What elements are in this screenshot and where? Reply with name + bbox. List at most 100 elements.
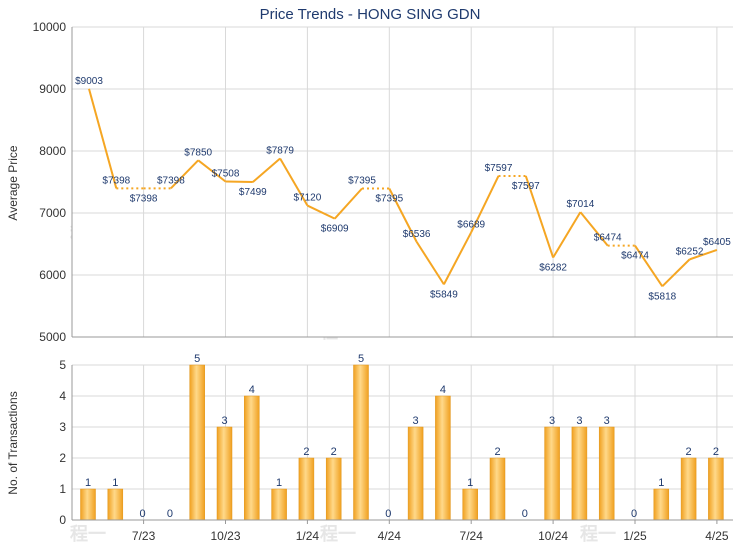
transactions-bar-label: 5 <box>358 353 364 365</box>
transactions-bar-label: 0 <box>385 508 391 520</box>
watermark-text: 程一 <box>580 524 616 545</box>
price-data-label: $6252 <box>676 246 704 257</box>
price-y-tick-label: 9000 <box>39 82 66 96</box>
price-data-label: $7398 <box>157 175 185 186</box>
transactions-bar <box>244 395 260 521</box>
transactions-bar <box>708 457 724 521</box>
price-data-label: $7120 <box>293 193 321 204</box>
price-data-label: $7499 <box>239 187 267 198</box>
transactions-bar-label: 3 <box>604 415 610 427</box>
transactions-bar <box>680 457 697 521</box>
x-tick-label: 4/25 <box>705 529 729 543</box>
price-data-label: $7879 <box>266 146 294 157</box>
price-line-segment <box>333 187 363 220</box>
transactions-bar <box>325 457 342 521</box>
transactions-bar <box>80 488 96 521</box>
transactions-bar <box>571 426 588 521</box>
price-y-tick-label: 8000 <box>39 144 66 158</box>
price-data-label: $7398 <box>130 193 158 204</box>
price-line-segment <box>170 159 199 190</box>
price-y-tick-label: 10000 <box>33 20 67 34</box>
price-data-label: $7014 <box>566 199 594 210</box>
x-tick-label: 1/24 <box>296 529 320 543</box>
transactions-y-tick-label: 5 <box>59 358 66 372</box>
price-y-tick-label: 6000 <box>39 268 66 282</box>
transactions-bar <box>598 426 615 521</box>
x-tick-label: 7/24 <box>460 529 484 543</box>
transactions-bar-label: 3 <box>413 415 419 427</box>
price-data-label: $5849 <box>430 289 458 300</box>
transactions-y-tick-label: 4 <box>59 389 66 403</box>
transactions-bar-label: 2 <box>686 446 692 458</box>
price-line-segment <box>579 211 609 247</box>
price-line-segment <box>470 175 500 233</box>
y-axis-title-price: Average Price <box>6 145 20 220</box>
price-data-label: $6474 <box>621 251 649 262</box>
transactions-y-tick-label: 3 <box>59 420 66 434</box>
transactions-bar-label: 1 <box>658 477 664 489</box>
transactions-bar <box>489 457 506 521</box>
price-line-segment <box>524 175 555 258</box>
price-line-segment <box>252 157 281 183</box>
price-data-label: $7395 <box>375 194 403 205</box>
transactions-bar-label: 2 <box>713 446 719 458</box>
x-tick-label: 10/23 <box>210 529 240 543</box>
price-line-segment <box>88 88 118 189</box>
price-panel: 1000090008000700060005000$9003$7398$7398… <box>33 20 733 344</box>
transactions-bar-label: 2 <box>331 446 337 458</box>
transactions-bar-label: 0 <box>140 508 146 520</box>
price-line-segment <box>279 158 309 207</box>
x-tick-label: 10/24 <box>538 529 568 543</box>
transactions-bar <box>189 364 205 521</box>
transactions-bar-label: 1 <box>85 477 91 489</box>
transactions-bar <box>653 488 670 521</box>
price-data-label: $7398 <box>102 175 130 186</box>
transactions-bar-label: 4 <box>249 384 255 396</box>
transactions-bar <box>353 364 369 521</box>
price-data-label: $7508 <box>212 169 240 180</box>
price-line-segment <box>552 211 582 259</box>
price-data-label: $7850 <box>184 147 212 158</box>
transactions-y-tick-label: 2 <box>59 451 66 465</box>
price-plot-area <box>72 27 733 337</box>
transactions-bar-label: 0 <box>167 508 173 520</box>
transactions-bar-label: 1 <box>276 477 282 489</box>
watermark-text: 程一 <box>70 524 106 545</box>
transactions-bar <box>462 488 478 521</box>
transactions-bar-label: 2 <box>494 446 500 458</box>
transactions-bar-label: 1 <box>467 477 473 489</box>
x-tick-label: 7/23 <box>132 529 156 543</box>
transactions-bar-label: 0 <box>522 508 528 520</box>
transactions-bar-label: 3 <box>576 415 582 427</box>
price-line-segment <box>661 258 691 287</box>
price-data-label: $6536 <box>403 229 431 240</box>
price-data-label: $6405 <box>703 237 731 248</box>
price-line-segment <box>415 241 445 285</box>
price-line-segment <box>689 248 718 261</box>
price-line-segment <box>225 180 253 184</box>
price-line-segment <box>388 188 418 243</box>
transactions-bar <box>271 488 287 521</box>
transactions-bar <box>407 426 424 521</box>
transactions-bar <box>544 426 560 521</box>
x-tick-label: 4/24 <box>378 529 402 543</box>
transactions-bar-label: 3 <box>221 415 227 427</box>
price-data-label: $5818 <box>648 291 676 302</box>
transactions-bar-label: 0 <box>631 508 637 520</box>
transactions-bar <box>107 488 124 521</box>
y-axis-title-transactions: No. of Transactions <box>6 391 20 494</box>
price-data-label: $6689 <box>457 219 485 230</box>
transactions-plot-area <box>72 365 733 520</box>
price-data-label: $7395 <box>348 176 376 187</box>
transactions-bar-label: 3 <box>549 415 555 427</box>
transactions-y-tick-label: 0 <box>59 513 66 527</box>
price-line-segment <box>306 204 336 220</box>
price-data-label: $7597 <box>485 163 513 174</box>
price-data-label: $9003 <box>75 76 103 87</box>
price-data-label: $6282 <box>539 263 567 274</box>
transactions-bar <box>435 395 451 521</box>
price-line-segment <box>443 231 473 285</box>
transactions-bar <box>216 426 233 521</box>
chart-title: Price Trends - HONG SING GDN <box>260 6 481 23</box>
